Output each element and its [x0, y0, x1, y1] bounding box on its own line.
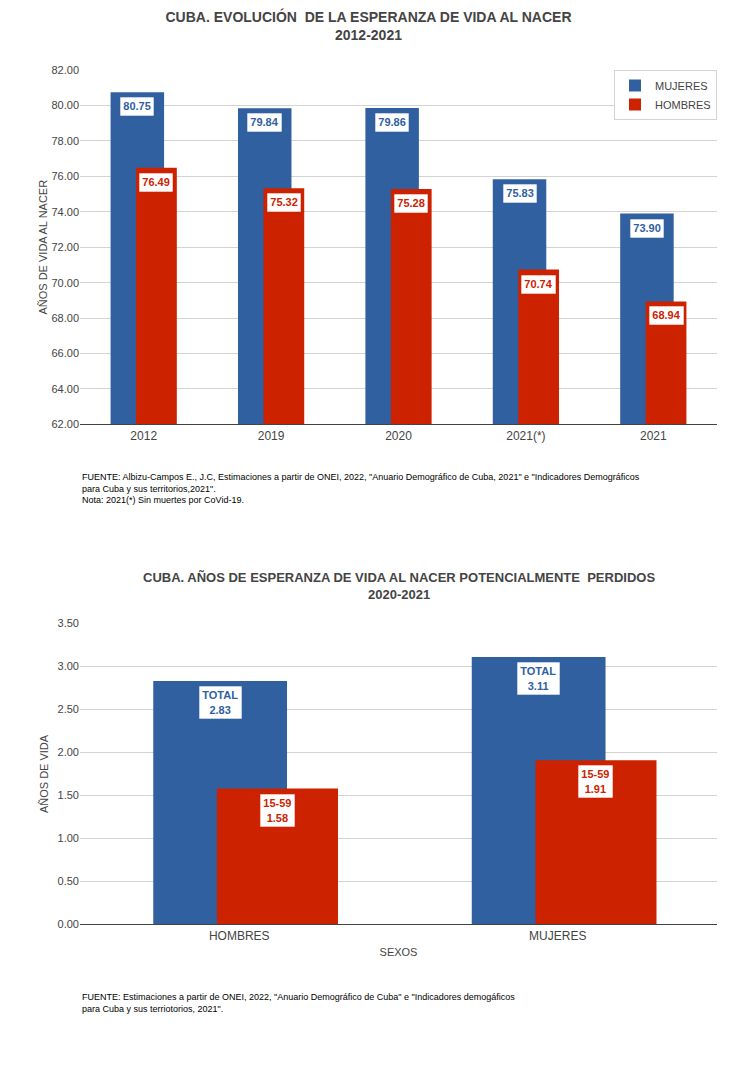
svg-text:TOTAL2.83: TOTAL2.83	[202, 689, 238, 715]
svg-text:66.00: 66.00	[51, 347, 79, 359]
svg-text:75.83: 75.83	[506, 187, 534, 199]
svg-text:62.00: 62.00	[51, 418, 79, 430]
svg-text:68.00: 68.00	[51, 312, 79, 324]
svg-text:1.50: 1.50	[58, 789, 79, 801]
svg-text:0.50: 0.50	[58, 875, 79, 887]
svg-text:75.32: 75.32	[270, 196, 298, 208]
svg-text:75.28: 75.28	[397, 197, 425, 209]
svg-text:76.00: 76.00	[51, 170, 79, 182]
svg-text:2.00: 2.00	[58, 746, 79, 758]
svg-text:2.50: 2.50	[58, 703, 79, 715]
svg-text:73.90: 73.90	[633, 222, 661, 234]
svg-text:CUBA. EVOLUCIÓN DE LA ESPERAN: CUBA. EVOLUCIÓN DE LA ESPERANZA DE VIDA …	[165, 8, 571, 43]
svg-text:80.75: 80.75	[123, 100, 151, 112]
svg-text:76.49: 76.49	[142, 176, 170, 188]
svg-text:CUBA. AÑOS DE ESPERANZA DE VID: CUBA. AÑOS DE ESPERANZA DE VIDA AL NACER…	[143, 570, 655, 602]
svg-text:AÑOS DE VIDA AL NACER: AÑOS DE VIDA AL NACER	[37, 180, 49, 315]
svg-text:2020: 2020	[385, 429, 412, 443]
svg-text:80.00: 80.00	[51, 99, 79, 111]
svg-text:78.00: 78.00	[51, 135, 79, 147]
svg-text:82.00: 82.00	[51, 64, 79, 76]
svg-text:2012: 2012	[130, 429, 157, 443]
svg-text:2021: 2021	[640, 429, 667, 443]
svg-text:1.00: 1.00	[58, 832, 79, 844]
svg-text:2019: 2019	[258, 429, 285, 443]
svg-text:3.00: 3.00	[58, 660, 79, 672]
svg-text:74.00: 74.00	[51, 206, 79, 218]
svg-text:MUJERES: MUJERES	[655, 80, 708, 92]
svg-text:SEXOS: SEXOS	[380, 946, 418, 958]
svg-text:64.00: 64.00	[51, 383, 79, 395]
svg-text:FUENTE: Estimaciones a partir: FUENTE: Estimaciones a partir de ONEI, 2…	[82, 992, 515, 1014]
svg-text:AÑOS DE VIDA: AÑOS DE VIDA	[38, 734, 50, 813]
svg-text:HOMBRES: HOMBRES	[209, 929, 270, 943]
svg-text:70.74: 70.74	[524, 278, 552, 290]
svg-text:15-591.58: 15-591.58	[263, 797, 291, 823]
svg-text:68.94: 68.94	[652, 309, 680, 321]
svg-text:2021(*): 2021(*)	[506, 429, 545, 443]
svg-text:3.50: 3.50	[58, 617, 79, 629]
svg-text:70.00: 70.00	[51, 277, 79, 289]
svg-text:HOMBRES: HOMBRES	[655, 99, 711, 111]
svg-text:0.00: 0.00	[58, 918, 79, 930]
svg-text:79.86: 79.86	[378, 116, 406, 128]
svg-text:MUJERES: MUJERES	[529, 929, 586, 943]
svg-text:FUENTE: Albizu-Campos E., J.C,: FUENTE: Albizu-Campos E., J.C, Estimacio…	[82, 472, 640, 505]
svg-text:72.00: 72.00	[51, 241, 79, 253]
svg-text:79.84: 79.84	[250, 116, 278, 128]
svg-text:15-591.91: 15-591.91	[581, 768, 609, 794]
svg-text:TOTAL3.11: TOTAL3.11	[520, 665, 556, 691]
